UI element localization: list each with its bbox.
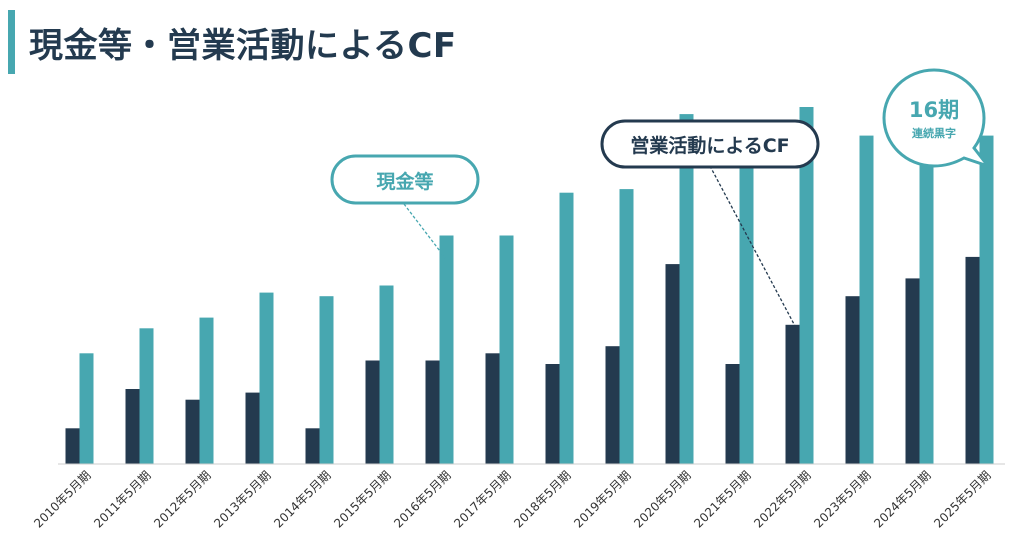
- callout-streak: 16期 連続黒字: [882, 68, 993, 169]
- bar-cash-11: [739, 135, 754, 464]
- bar-operating-cf-8: [545, 364, 560, 464]
- page-title: 現金等・営業活動によるCF: [29, 25, 457, 66]
- bar-operating-cf-9: [605, 346, 620, 464]
- x-tick-label-13: 2023年5月期: [811, 468, 873, 530]
- x-tick-label-2: 2012年5月期: [151, 468, 213, 530]
- x-tick-label-5: 2015年5月期: [331, 468, 393, 530]
- bar-cash-3: [259, 292, 274, 464]
- bar-operating-cf-11: [725, 364, 740, 464]
- title-block: 現金等・営業活動によるCF: [8, 10, 457, 74]
- bar-operating-cf-14: [905, 278, 920, 464]
- bar-cash-8: [559, 192, 574, 464]
- bar-cash-12: [799, 107, 814, 464]
- bar-cash-1: [139, 328, 154, 464]
- bar-operating-cf-4: [305, 428, 320, 464]
- x-tick-label-7: 2017年5月期: [451, 468, 513, 530]
- bar-cash-0: [79, 353, 94, 464]
- bars-group: [65, 107, 994, 464]
- x-tick-label-12: 2022年5月期: [751, 468, 813, 530]
- callout-cf-bubble: [600, 119, 820, 169]
- bar-operating-cf-3: [245, 392, 260, 464]
- bar-operating-cf-1: [125, 389, 140, 464]
- bar-operating-cf-10: [665, 264, 680, 464]
- callout-cash-label: 現金等: [376, 170, 433, 193]
- callout-cash-bubble: [330, 154, 480, 205]
- bar-cash-5: [379, 285, 394, 464]
- callout-cf: 営業活動によるCF: [600, 119, 820, 327]
- bar-cash-7: [499, 235, 514, 464]
- streak-bubble: [882, 68, 993, 169]
- streak-number: 16期: [909, 98, 959, 122]
- x-tick-label-15: 2025年5月期: [931, 468, 993, 530]
- bar-cash-4: [319, 296, 334, 464]
- bar-operating-cf-0: [65, 428, 80, 464]
- bar-cash-10: [679, 114, 694, 464]
- x-tick-label-8: 2018年5月期: [511, 468, 573, 530]
- bar-cash-15: [979, 135, 994, 464]
- x-tick-label-10: 2020年5月期: [631, 468, 693, 530]
- bar-cash-6: [439, 235, 454, 464]
- streak-label: 連続黒字: [912, 126, 956, 140]
- x-tick-label-14: 2024年5月期: [871, 468, 933, 530]
- bar-cash-14: [919, 117, 934, 464]
- bar-cash-9: [619, 189, 634, 464]
- x-tick-label-1: 2011年5月期: [91, 468, 153, 530]
- bar-cash-13: [859, 135, 874, 464]
- title-accent-bar: [8, 10, 15, 74]
- x-tick-label-11: 2021年5月期: [691, 468, 753, 530]
- bar-operating-cf-7: [485, 353, 500, 464]
- bar-operating-cf-12: [785, 324, 800, 464]
- x-tick-label-9: 2019年5月期: [571, 468, 633, 530]
- bar-cash-2: [199, 317, 214, 464]
- callout-cash: 現金等: [330, 154, 480, 260]
- callout-cash-leader: [403, 203, 447, 260]
- bar-operating-cf-2: [185, 399, 200, 464]
- x-tick-label-4: 2014年5月期: [271, 468, 333, 530]
- bar-operating-cf-5: [365, 360, 380, 464]
- bar-operating-cf-6: [425, 360, 440, 464]
- x-tick-label-0: 2010年5月期: [31, 468, 93, 530]
- callout-cf-leader: [709, 165, 796, 327]
- x-axis-labels: 2010年5月期2011年5月期2012年5月期2013年5月期2014年5月期…: [31, 468, 993, 530]
- x-tick-label-6: 2016年5月期: [391, 468, 453, 530]
- bar-operating-cf-15: [965, 256, 980, 464]
- x-tick-label-3: 2013年5月期: [211, 468, 273, 530]
- callout-cf-label: 営業活動によるCF: [630, 134, 789, 157]
- bar-operating-cf-13: [845, 296, 860, 464]
